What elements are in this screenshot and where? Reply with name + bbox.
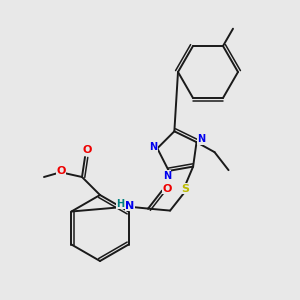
Text: N: N bbox=[149, 142, 158, 152]
Text: N: N bbox=[163, 171, 171, 181]
Text: S: S bbox=[181, 184, 189, 194]
Text: N: N bbox=[125, 201, 135, 211]
Text: H: H bbox=[116, 199, 124, 208]
Text: N: N bbox=[197, 134, 206, 144]
Text: O: O bbox=[82, 145, 92, 155]
Text: O: O bbox=[162, 184, 172, 194]
Text: O: O bbox=[56, 166, 66, 176]
